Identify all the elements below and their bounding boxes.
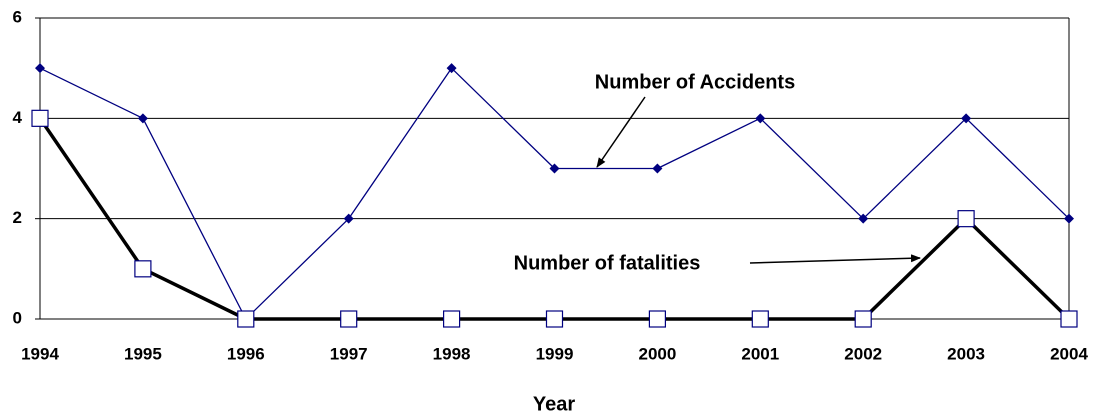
x-tick-label: 2002 [844, 344, 882, 363]
marker [137, 113, 148, 124]
y-tick-label: 2 [13, 208, 22, 227]
series-line [39, 67, 1070, 320]
marker [1064, 213, 1074, 224]
marker [1060, 310, 1078, 328]
series [35, 63, 1074, 324]
marker [446, 63, 457, 74]
marker [854, 310, 872, 328]
y-tick-label: 4 [13, 108, 23, 127]
x-tick-label: 2000 [638, 344, 676, 363]
marker [858, 213, 869, 224]
x-tick-label: 1995 [124, 344, 162, 363]
x-tick-label: 2003 [947, 344, 985, 363]
marker [443, 310, 461, 328]
marker [35, 63, 45, 74]
marker [31, 109, 49, 127]
annotation: Number of Accidents [595, 71, 795, 93]
marker [340, 310, 358, 328]
marker [751, 310, 769, 328]
annotation: Number of fatalities [514, 252, 701, 274]
marker [648, 310, 667, 328]
marker [134, 260, 152, 278]
marker [652, 163, 663, 174]
y-tick-label: 0 [13, 308, 22, 327]
marker [343, 213, 354, 224]
x-tick-label: 1996 [227, 344, 265, 363]
marker [545, 310, 564, 328]
y-tick-label: 6 [13, 7, 22, 26]
series [31, 109, 1078, 328]
annotation-arrow [596, 96, 646, 168]
x-tick-label: 1997 [330, 344, 368, 363]
marker [237, 310, 255, 328]
annotation-arrow [749, 254, 921, 264]
x-tick-label: 2001 [741, 344, 779, 363]
x-tick-label: 1999 [536, 344, 574, 363]
x-tick-label: 1994 [21, 344, 59, 363]
marker [755, 113, 766, 124]
x-axis-title: Year [533, 393, 575, 415]
x-tick-label: 2004 [1050, 344, 1088, 363]
marker [961, 113, 972, 124]
x-tick-label: 1998 [433, 344, 471, 363]
marker [549, 163, 560, 174]
marker [957, 210, 975, 228]
